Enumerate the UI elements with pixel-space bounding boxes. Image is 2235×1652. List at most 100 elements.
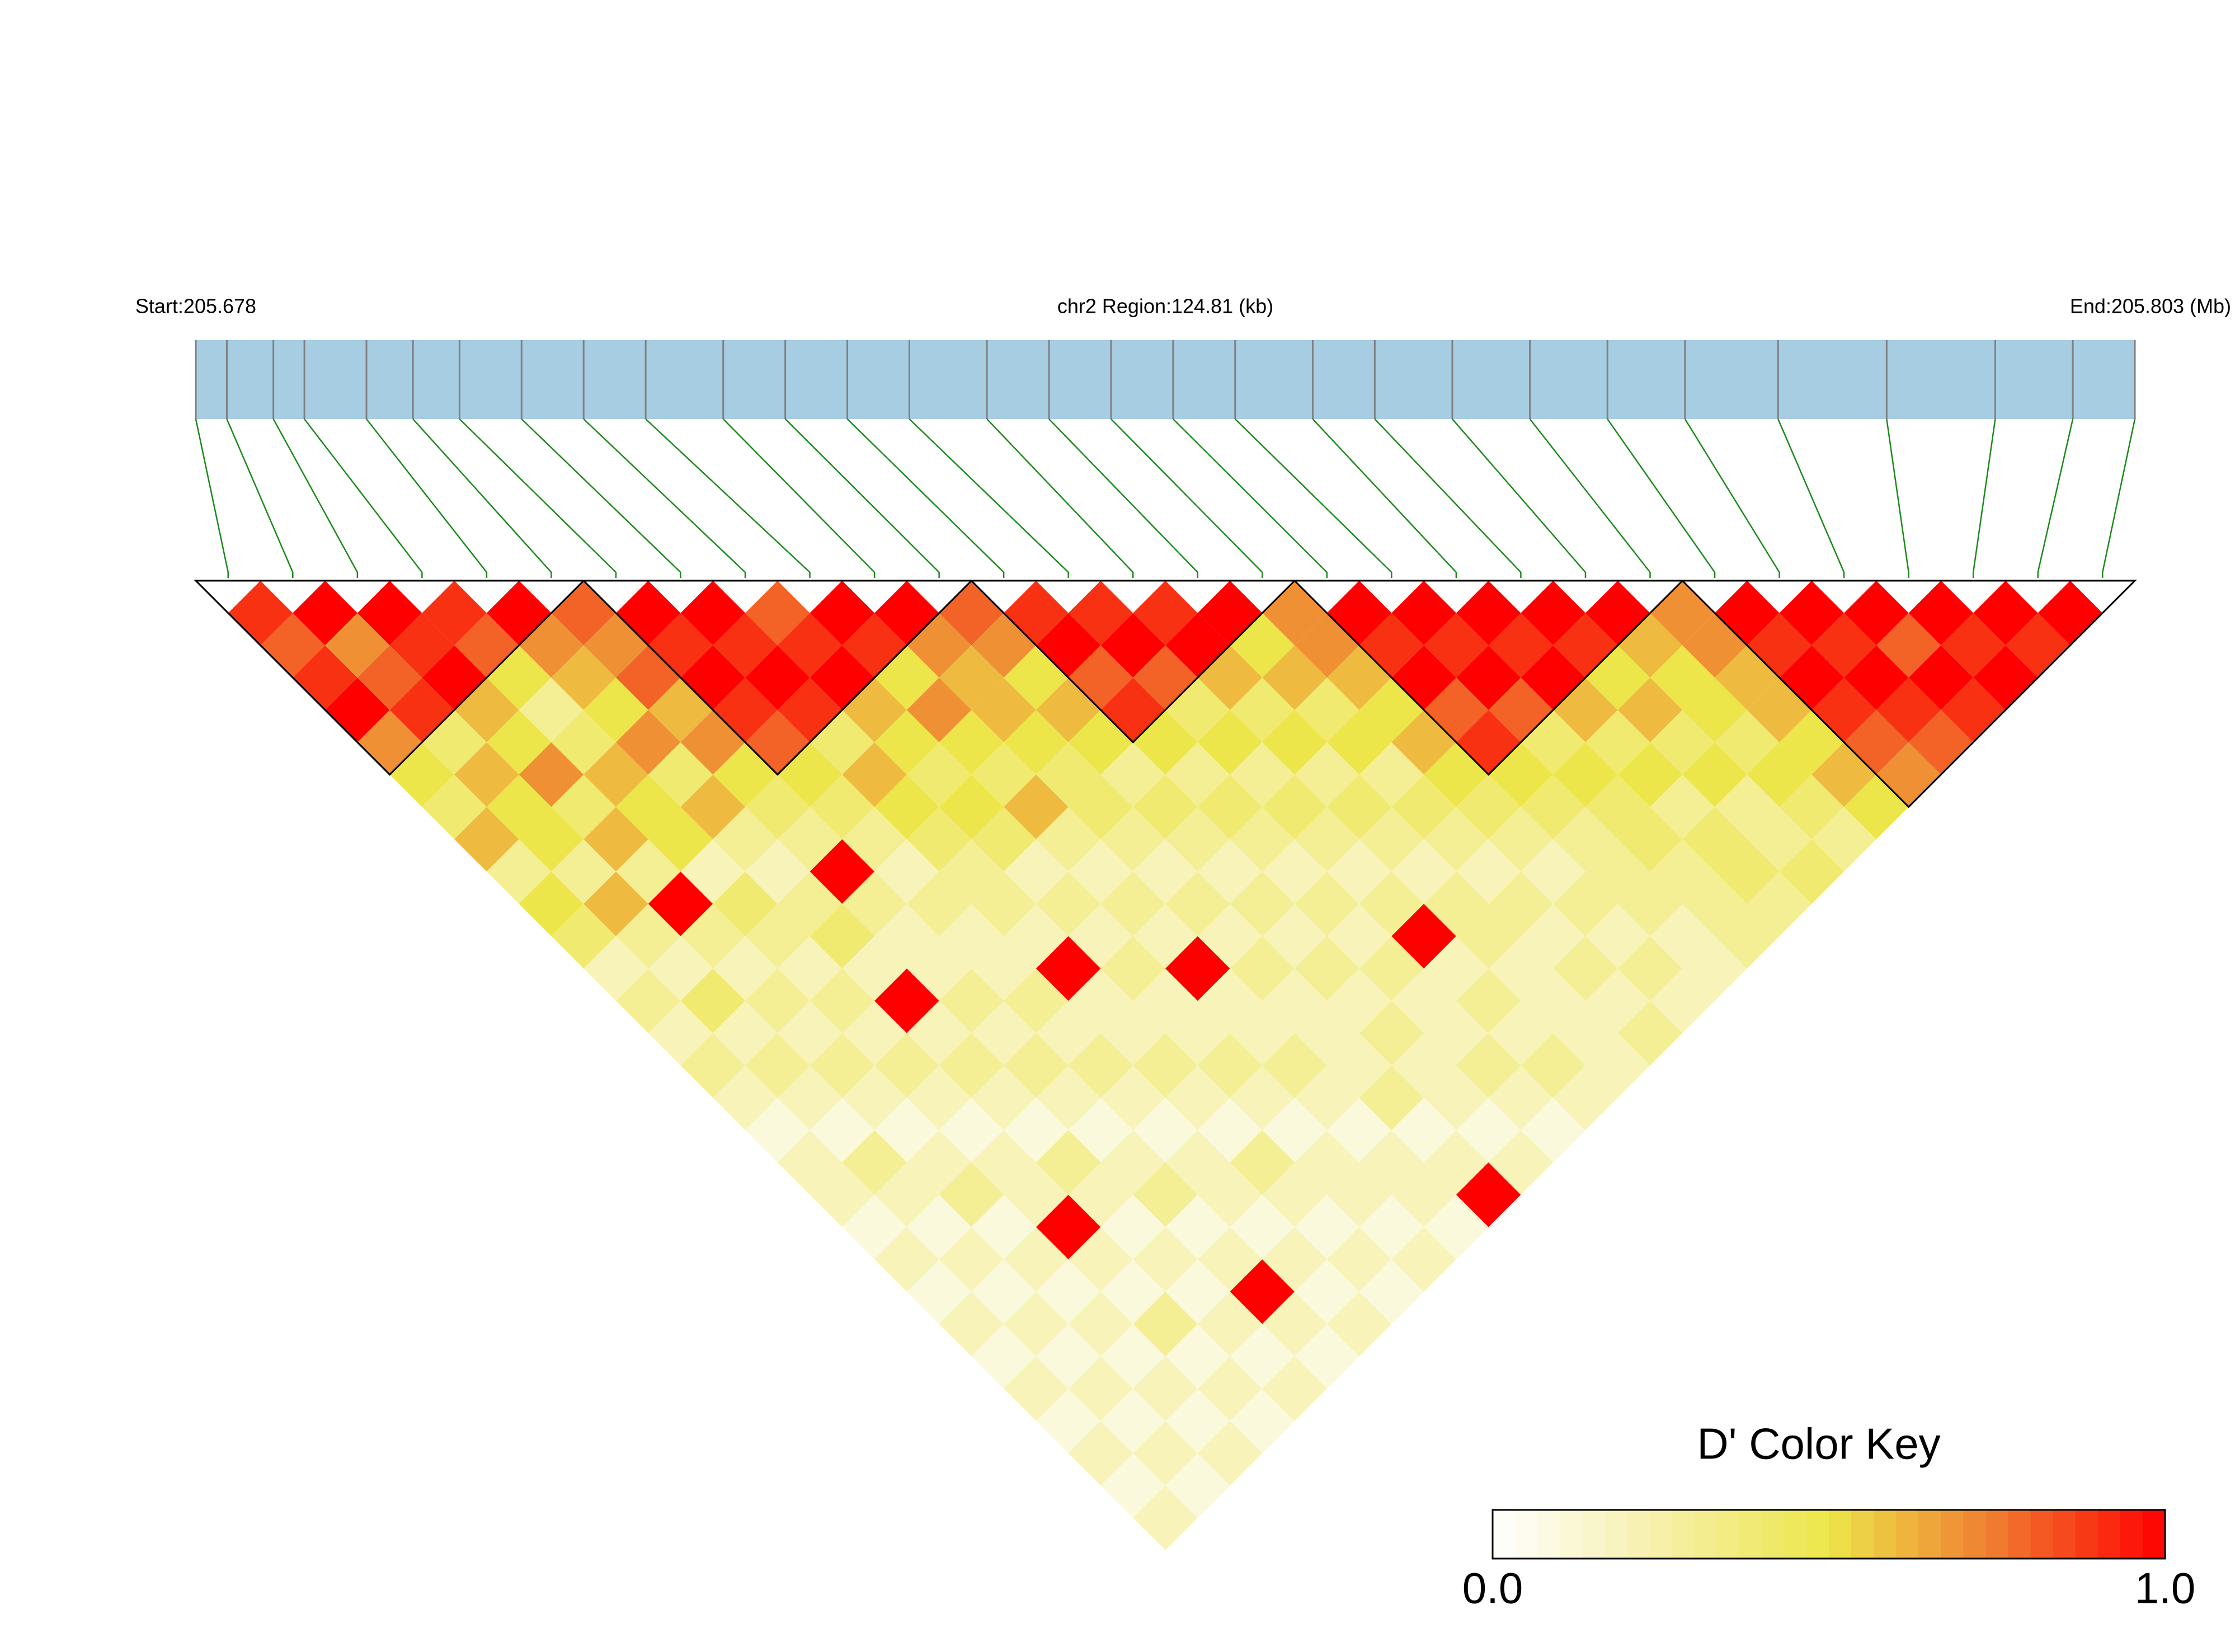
- snp-connector: [2101, 418, 2136, 578]
- ld-cell: [1326, 1033, 1392, 1098]
- key-swatch: [1582, 1510, 1605, 1559]
- ld-cell: [1424, 742, 1489, 807]
- ld-cell: [1295, 1324, 1359, 1389]
- ld-cell: [1036, 1389, 1101, 1453]
- key-swatch: [1784, 1510, 1807, 1559]
- ld-cell: [1295, 1259, 1359, 1324]
- ld-cell: [971, 613, 1036, 678]
- ld-cell: [454, 613, 519, 678]
- ld-cell: [2038, 581, 2103, 646]
- snp-connector: [1607, 418, 1716, 578]
- ld-cell: [422, 774, 487, 840]
- snp-connector: [722, 418, 876, 578]
- ld-cell: [777, 936, 843, 1001]
- snp-connector: [1048, 418, 1199, 578]
- ld-cell: [1100, 807, 1165, 872]
- ld-cell: [745, 1033, 810, 1098]
- snp-connector: [521, 418, 681, 578]
- ld-cell: [1908, 710, 1974, 775]
- ld-cell: [842, 1194, 907, 1260]
- ld-block: [581, 580, 974, 776]
- key-swatch: [1560, 1510, 1583, 1559]
- ld-cell: [1165, 1389, 1230, 1453]
- key-title: D' Color Key: [1697, 1419, 1940, 1469]
- ld-cell: [713, 677, 778, 742]
- snp-connector: [1374, 418, 1522, 578]
- ld-cell: [1295, 1130, 1359, 1195]
- key-tick-label: 1.0: [2135, 1564, 2195, 1613]
- ld-cell: [713, 936, 778, 1001]
- key-swatch: [1851, 1510, 1874, 1559]
- ld-cell: [1779, 774, 1845, 840]
- ld-cell: [1165, 1453, 1230, 1518]
- snp-connector: [846, 418, 1005, 578]
- ld-cell: [1133, 1033, 1198, 1098]
- ld-cell: [1036, 1065, 1101, 1131]
- ld-cell: [906, 871, 972, 936]
- ld-cell: [713, 871, 778, 936]
- ld-cell: [1650, 968, 1715, 1033]
- ld-cell: [777, 1000, 843, 1066]
- ld-block: [1680, 580, 2137, 808]
- ld-cell: [1165, 1259, 1230, 1324]
- key-swatch: [2142, 1510, 2166, 1559]
- ld-cell: [1779, 710, 1845, 775]
- snp-connector: [1777, 418, 1845, 578]
- ld-cell: [1521, 1033, 1585, 1098]
- ld-cell: [486, 581, 552, 646]
- key-swatch: [1761, 1510, 1785, 1559]
- ld-cell: [1295, 936, 1359, 1001]
- snp-connector: [1529, 418, 1651, 578]
- ld-cell: [1650, 645, 1715, 710]
- ld-cell: [1553, 613, 1618, 678]
- ld-cell: [1295, 871, 1359, 936]
- ld-cell: [1100, 677, 1165, 742]
- ld-cell: [1650, 710, 1715, 775]
- ld-cell: [1908, 645, 1974, 710]
- ld-cell: [1391, 1227, 1456, 1292]
- ld-cell: [842, 807, 907, 872]
- region-label: chr2 Region:124.81 (kb): [1057, 295, 1273, 318]
- ld-cell: [1424, 871, 1489, 936]
- start-label: Start:205.678: [135, 295, 256, 318]
- ld-cell: [1100, 1194, 1165, 1260]
- ld-cell: [486, 839, 552, 904]
- ld-cell: [1391, 1033, 1456, 1098]
- ld-cell: [486, 710, 552, 775]
- ld-cell: [1100, 1000, 1165, 1066]
- ld-cell: [1100, 1453, 1165, 1518]
- key-swatch: [1806, 1510, 1829, 1559]
- ld-cell: [713, 807, 778, 872]
- ld-cell: [325, 613, 390, 678]
- ld-cell: [680, 1033, 746, 1098]
- ld-cell: [842, 1065, 907, 1131]
- ld-cell: [1262, 1033, 1327, 1098]
- ld-cell: [551, 645, 616, 710]
- ld-cell: [1553, 871, 1618, 936]
- ld-cell: [1165, 742, 1230, 807]
- ld-cell: [1036, 1324, 1101, 1389]
- ld-cell: [551, 774, 616, 840]
- snp-connector: [986, 418, 1134, 578]
- ld-cell: [777, 677, 843, 742]
- key-swatch: [1874, 1510, 1897, 1559]
- snp-connector: [366, 418, 488, 578]
- ld-cell: [1165, 1065, 1230, 1131]
- key-swatch: [1672, 1510, 1695, 1559]
- ld-cell: [1779, 839, 1845, 904]
- ld-cell: [713, 742, 778, 807]
- ld-cell: [713, 1000, 778, 1066]
- ld-cell: [713, 1065, 778, 1131]
- key-swatch: [1649, 1510, 1673, 1559]
- ld-cell: [615, 645, 681, 710]
- ld-cell: [260, 613, 326, 678]
- key-swatch: [1627, 1510, 1650, 1559]
- ld-cell: [1100, 1259, 1165, 1324]
- key-swatch: [1605, 1510, 1627, 1559]
- ld-cell: [551, 903, 616, 969]
- ld-cell: [357, 581, 422, 646]
- ld-cell: [1424, 936, 1489, 1001]
- ld-cell: [1100, 936, 1165, 1001]
- ld-cell: [1553, 1000, 1618, 1066]
- ld-cell: [1650, 774, 1715, 840]
